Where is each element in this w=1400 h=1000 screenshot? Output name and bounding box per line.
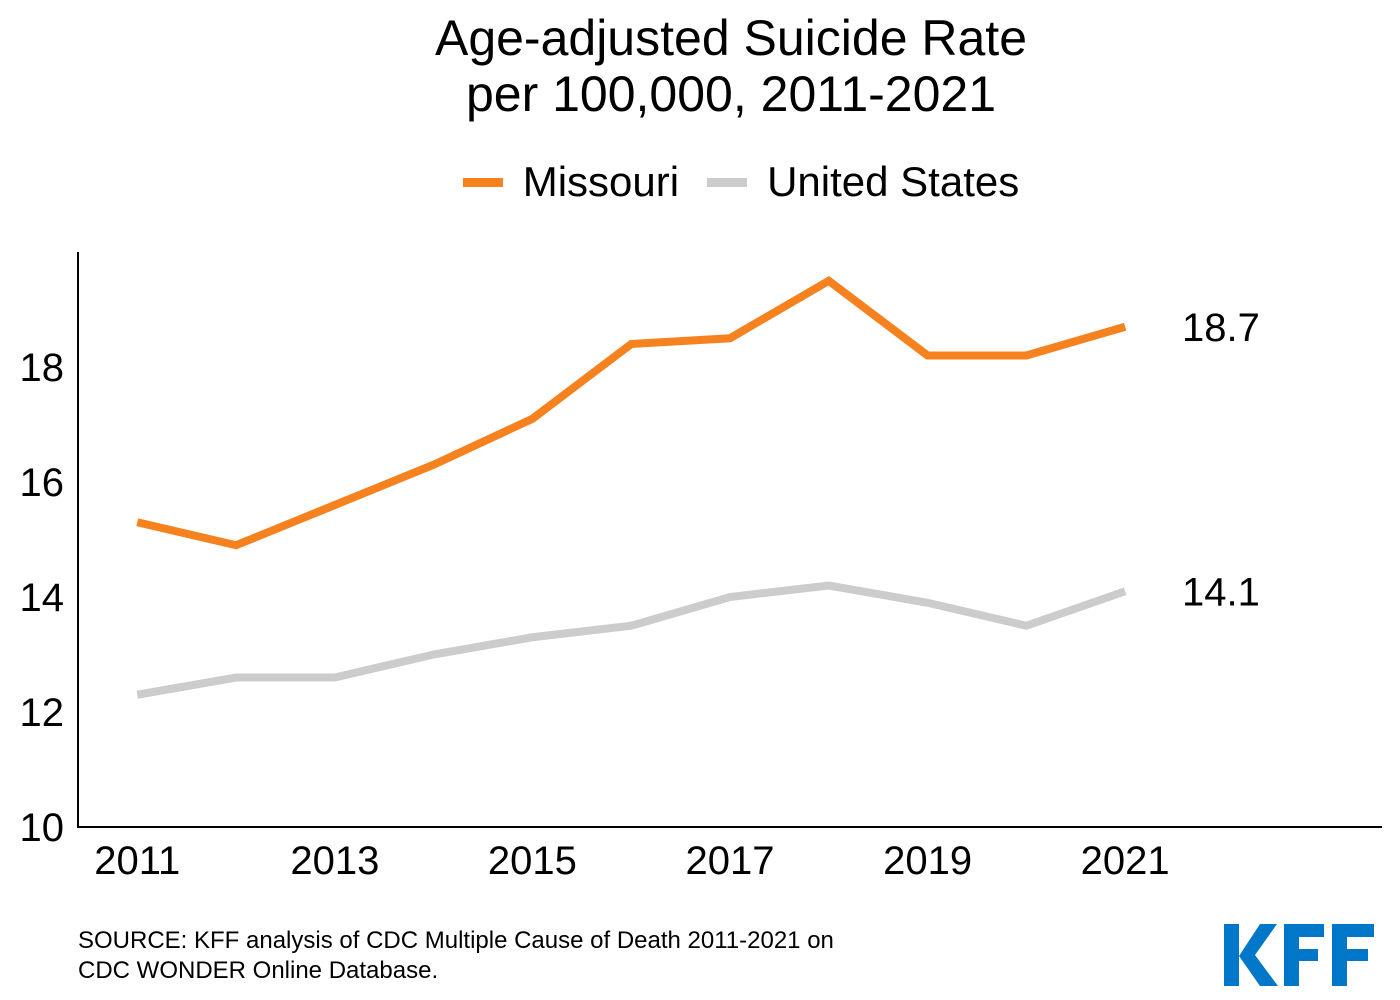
y-tick-label: 10 (20, 806, 65, 850)
legend-label-united-states: United States (767, 158, 1020, 205)
legend-swatch-missouri (462, 177, 503, 187)
series-line-united-states (136, 581, 1127, 699)
legend-label-missouri: Missouri (522, 158, 680, 205)
x-tick-label: 2021 (1081, 839, 1170, 883)
x-tick-label: 2013 (290, 839, 379, 883)
kff-logo-mark (1224, 924, 1374, 986)
x-tick-label: 2011 (94, 839, 180, 883)
title-line-1: Age-adjusted Suicide Rate (434, 10, 1028, 66)
y-tick-label: 12 (20, 691, 65, 735)
legend-item-united-states: United States (707, 158, 1019, 206)
end-value-label: 14.1 (1182, 570, 1260, 614)
series-line-missouri (136, 275, 1127, 550)
source-line-2: CDC WONDER Online Database. (78, 957, 439, 984)
chart-title: Age-adjusted Suicide Rate per 100,000, 2… (0, 10, 1400, 122)
line-chart: 10 12 14 16 18 2011 2013 2015 2017 2019 2021 14.1 18… (20, 252, 1382, 883)
y-tick-label: 14 (20, 576, 65, 620)
source-line-1: SOURCE: KFF analysis of CDC Multiple Cau… (78, 927, 834, 954)
legend: Missouri United States (0, 158, 1400, 206)
x-tick-label: 2019 (883, 839, 972, 883)
y-tick-label: 16 (20, 461, 65, 505)
end-value-label: 18.7 (1182, 306, 1260, 350)
legend-swatch-united-states (707, 177, 748, 187)
kff-logo (1224, 924, 1374, 986)
y-tick-label: 18 (20, 346, 65, 390)
source-note: SOURCE: KFF analysis of CDC Multiple Cau… (78, 926, 834, 986)
x-tick-label: 2017 (686, 839, 775, 883)
title-line-2: per 100,000, 2011-2021 (465, 66, 997, 122)
x-tick-label: 2015 (488, 839, 577, 883)
legend-item-missouri: Missouri (462, 158, 680, 206)
